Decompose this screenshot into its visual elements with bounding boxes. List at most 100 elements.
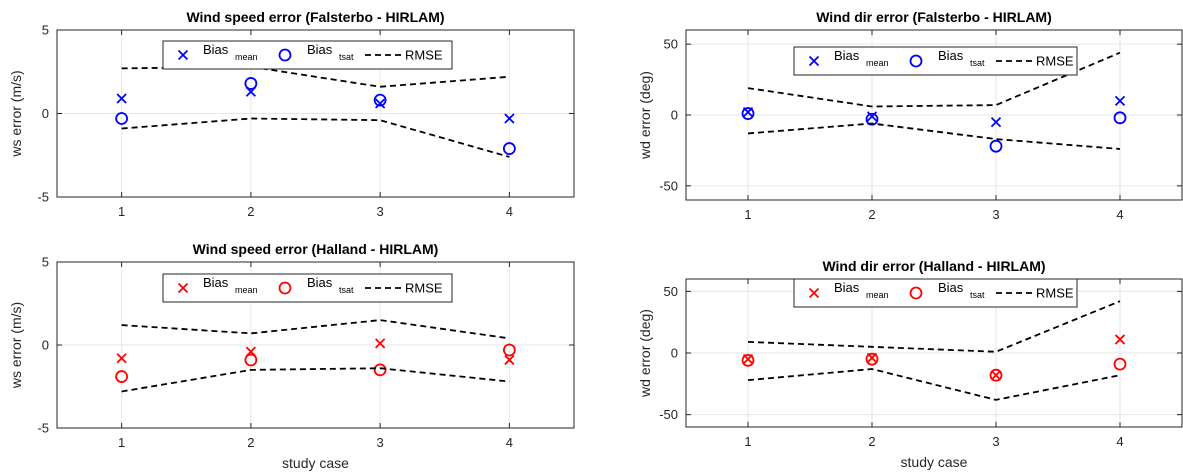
chart-title: Wind speed error (Falsterbo - HIRLAM) [186,9,444,25]
x-tick-label: 2 [868,434,875,449]
rmse-line-2 [121,117,510,158]
legend-bias-tsat-label: Bias [307,42,333,57]
legend-tsat-marker [278,281,292,295]
x-tick-label: 2 [247,435,254,450]
y-tick-label: 0 [671,346,678,361]
bias-tsat-point [502,142,516,155]
y-axis-label: ws error (m/s) [8,70,24,157]
x-tick-label: 3 [992,207,999,222]
legend-mean-marker [808,55,820,67]
y-tick-label: 0 [42,106,49,121]
chart-panel-2: 1 2 3 4 50 0 -50 Wind dir error (Falsterbo - HI… [637,9,1183,222]
legend-mean-subscript: mean [235,52,258,62]
x-axis-label: study case [901,454,968,470]
y-tick-label: 5 [42,23,49,38]
chart-title: Wind dir error (Halland - HIRLAM) [822,258,1045,274]
legend-bias-tsat-label: Bias [938,48,964,63]
bias-mean-point-stroke-b [374,98,386,109]
bias-mean-point-stroke-b [866,111,878,122]
bias-mean-point-stroke-b [116,93,127,104]
x-tick-label: 1 [118,435,125,450]
bias-mean-point [374,338,386,349]
y-tick-label: -50 [659,407,678,422]
y-axis-label: wd error (deg) [637,71,653,160]
bias-tsat-point [115,112,129,125]
bias-tsat-point [373,363,387,377]
legend-mean-marker [808,287,820,299]
bias-mean-point [116,353,127,364]
bias-tsat-point [741,107,755,120]
legend-bias-mean-label: Bias [203,275,229,290]
y-tick-label: -5 [37,421,49,436]
x-tick-label: 3 [377,204,384,219]
legend-rmse-label: RMSE [1036,54,1074,69]
legend: Bias mean Bias tsat RMSE [793,46,1078,76]
bias-tsat-point [244,353,258,367]
bias-tsat-point [115,370,129,383]
rmse-line-2 [121,367,510,393]
y-axis-label: wd error (deg) [637,309,653,398]
legend-bias-mean-label: Bias [203,42,229,57]
legend-mean-subscript: mean [866,58,889,68]
x-tick-label: 4 [506,204,513,219]
legend-bias-tsat-label: Bias [938,280,964,295]
y-tick-label: 0 [42,338,49,353]
legend-tsat-marker [909,54,923,68]
bias-mean-point-stroke-b [990,116,1002,128]
y-tick-label: -50 [659,178,678,193]
bias-mean-point-stroke-b [1114,95,1126,106]
x-tick-label: 4 [1116,434,1123,449]
bias-tsat-point [1113,357,1127,371]
bias-tsat-point [1113,111,1127,125]
chart-panel-3: 1 2 3 4 5 0 -5 Wind speed error (Halland - HIRL… [8,241,575,471]
legend-mean-marker-stroke-b [808,55,820,67]
bias-mean-point [990,370,1002,381]
y-axis-label: ws error (m/s) [8,302,24,389]
legend-mean-subscript: mean [866,290,889,300]
rmse-line-1 [121,319,510,340]
x-tick-label: 1 [118,204,125,219]
bias-mean-point [1114,334,1126,345]
bias-mean-point [504,354,515,366]
y-tick-label: 0 [671,108,678,123]
chart-panel-4: 1 2 3 4 50 0 -50 Wind dir error (Halland - HIRL… [637,258,1183,470]
chart-panel-1: 1 2 3 4 5 0 -5 Wind speed error (Falsterbo - HI… [8,9,575,219]
legend-box [162,40,453,70]
x-tick-label: 1 [744,434,751,449]
rmse-line-1 [747,51,1121,108]
legend-mean-marker-stroke-b [808,287,820,299]
bias-mean-point-stroke-b [504,113,515,124]
x-tick-label: 4 [1116,207,1123,222]
bias-mean-point-stroke-b [1114,334,1126,345]
bias-mean-point [990,116,1002,128]
bias-mean-point [116,93,127,104]
legend-tsat-marker [278,48,292,62]
bias-mean-point-stroke-b [116,353,127,364]
y-tick-label: 5 [42,255,49,270]
legend-tsat-subscript: tsat [970,58,985,68]
bias-tsat-point [865,112,879,126]
bias-mean-point-stroke-b [504,354,515,366]
legend: Bias mean Bias tsat RMSE [162,40,453,70]
legend-tsat-subscript: tsat [339,285,354,295]
bias-mean-point [866,111,878,122]
legend-tsat-marker [909,286,923,300]
legend: Bias mean Bias tsat RMSE [162,273,453,303]
y-tick-label: 50 [664,284,678,299]
bias-mean-point-stroke-b [990,370,1002,381]
bias-mean-point [374,98,386,109]
legend-bias-mean-label: Bias [834,48,860,63]
legend: Bias mean Bias tsat RMSE [793,278,1078,308]
legend-mean-marker [177,49,189,61]
bias-mean-point-stroke-b [374,338,386,349]
chart-title: Wind speed error (Halland - HIRLAM) [193,241,439,257]
legend-box [162,273,453,303]
bias-tsat-point [989,368,1003,382]
legend-bias-mean-label: Bias [834,280,860,295]
bias-tsat-point [373,93,387,107]
x-tick-label: 2 [247,204,254,219]
bias-mean-point [504,113,515,124]
rmse-line-1 [747,300,1121,353]
x-tick-label: 3 [992,434,999,449]
